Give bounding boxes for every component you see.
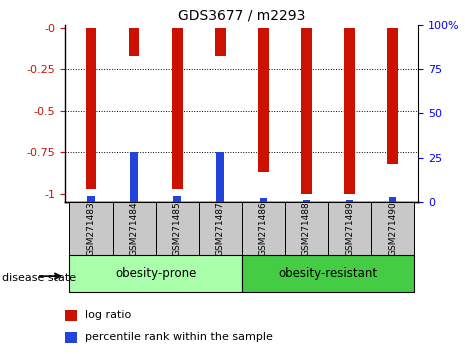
Text: GSM271488: GSM271488 bbox=[302, 201, 311, 256]
Text: GSM271486: GSM271486 bbox=[259, 201, 268, 256]
Bar bbox=[303, 200, 310, 202]
Bar bbox=[285, 202, 328, 255]
Text: GSM271487: GSM271487 bbox=[216, 201, 225, 256]
Text: GSM271485: GSM271485 bbox=[173, 201, 182, 256]
Bar bbox=[242, 255, 414, 292]
Bar bbox=[258, 28, 269, 172]
Bar bbox=[199, 202, 242, 255]
Bar bbox=[242, 202, 285, 255]
Bar bbox=[344, 28, 355, 194]
Bar bbox=[389, 198, 396, 202]
Bar bbox=[328, 202, 371, 255]
Bar bbox=[86, 28, 96, 189]
Bar bbox=[259, 198, 267, 202]
Bar bbox=[215, 28, 226, 56]
Text: GSM271490: GSM271490 bbox=[388, 201, 397, 256]
Text: disease state: disease state bbox=[2, 273, 76, 283]
Bar bbox=[387, 28, 398, 164]
Text: obesity-resistant: obesity-resistant bbox=[279, 267, 378, 280]
Bar bbox=[69, 202, 113, 255]
Text: log ratio: log ratio bbox=[85, 310, 131, 320]
Text: GSM271484: GSM271484 bbox=[130, 201, 139, 256]
Bar bbox=[156, 202, 199, 255]
Title: GDS3677 / m2293: GDS3677 / m2293 bbox=[178, 8, 306, 22]
Bar bbox=[65, 332, 78, 343]
Bar bbox=[69, 255, 242, 292]
Text: GSM271483: GSM271483 bbox=[86, 201, 95, 256]
Bar bbox=[129, 28, 140, 56]
Bar bbox=[172, 28, 183, 189]
Bar bbox=[301, 28, 312, 194]
Bar bbox=[130, 152, 138, 202]
Bar bbox=[113, 202, 156, 255]
Bar bbox=[217, 152, 224, 202]
Bar bbox=[173, 195, 181, 202]
Bar bbox=[87, 196, 95, 202]
Bar bbox=[346, 200, 353, 202]
Text: GSM271489: GSM271489 bbox=[345, 201, 354, 256]
Bar bbox=[371, 202, 414, 255]
Text: obesity-prone: obesity-prone bbox=[115, 267, 196, 280]
Text: percentile rank within the sample: percentile rank within the sample bbox=[85, 332, 272, 342]
Bar bbox=[65, 310, 78, 321]
